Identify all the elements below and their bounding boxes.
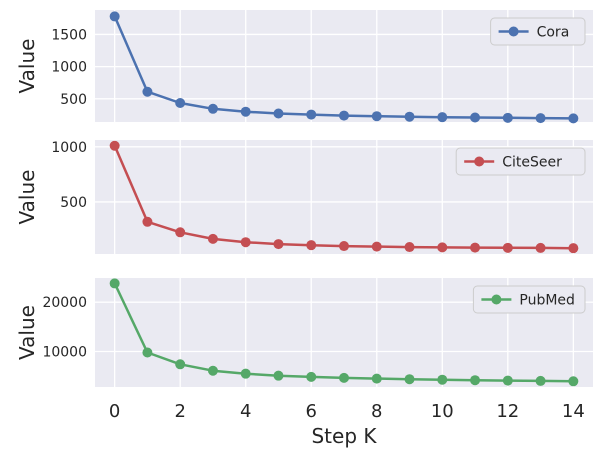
data-point	[502, 112, 513, 123]
x-axis-label: Step K	[311, 424, 377, 448]
x-tick-label: 6	[306, 401, 317, 422]
y-axis-label: Value	[15, 305, 39, 360]
subplot-2: 500 1000 Value CiteSeer	[15, 140, 593, 254]
data-point	[470, 112, 481, 123]
y-tick-label: 1500	[51, 27, 87, 43]
data-point	[109, 278, 120, 289]
data-point	[535, 113, 546, 124]
data-point	[240, 106, 251, 117]
data-point	[207, 103, 218, 114]
data-point	[207, 233, 218, 244]
data-point	[339, 241, 349, 252]
data-point	[371, 111, 382, 122]
data-point	[437, 242, 448, 253]
data-point	[535, 242, 546, 253]
data-point	[175, 359, 186, 370]
y-tick-label: 500	[60, 92, 87, 108]
data-point	[568, 113, 579, 124]
y-tick-label: 20000	[42, 295, 87, 311]
legend-marker	[508, 26, 519, 37]
data-point	[470, 375, 481, 386]
data-point	[339, 110, 349, 121]
data-point	[306, 240, 317, 251]
data-point	[404, 374, 415, 385]
data-point	[273, 108, 284, 119]
data-point	[306, 371, 317, 382]
legend-marker	[474, 156, 485, 167]
legend: Cora	[490, 17, 586, 46]
x-tick-label: 2	[174, 401, 185, 422]
y-tick-label: 1000	[51, 140, 87, 156]
data-point	[404, 242, 415, 253]
legend-label: CiteSeer	[502, 155, 562, 171]
data-point	[371, 241, 382, 252]
y-axis-label: Value	[15, 39, 39, 94]
legend-label: Cora	[537, 25, 570, 41]
data-point	[339, 372, 349, 383]
data-point	[175, 227, 186, 238]
data-point	[273, 239, 284, 250]
data-point	[306, 109, 317, 120]
data-point	[568, 376, 579, 387]
data-point	[175, 98, 186, 109]
data-point	[470, 242, 481, 253]
data-point	[568, 243, 579, 254]
x-tick-label: 0	[109, 401, 120, 422]
data-point	[371, 373, 382, 384]
legend-box	[455, 147, 586, 176]
data-point	[109, 140, 120, 151]
x-tick-label: 14	[562, 401, 585, 422]
legend-marker	[491, 294, 502, 305]
data-point	[207, 365, 218, 376]
subplot-1: 500 1000 1500 Value Cora	[15, 10, 593, 124]
data-point	[437, 374, 448, 385]
y-tick-label: 500	[60, 195, 87, 211]
data-point	[273, 370, 284, 381]
x-tick-label: 8	[371, 401, 382, 422]
x-tick-label: 10	[431, 401, 454, 422]
data-point	[404, 111, 415, 122]
x-tick-label: 12	[496, 401, 519, 422]
data-point	[437, 112, 448, 123]
data-point	[502, 375, 513, 386]
y-tick-label: 10000	[42, 344, 87, 360]
data-point	[142, 86, 153, 97]
data-point	[535, 375, 546, 386]
legend: PubMed	[472, 285, 586, 314]
data-point	[142, 347, 153, 358]
x-tick-label: 4	[240, 401, 251, 422]
data-point	[240, 368, 251, 379]
data-point	[142, 216, 153, 227]
data-point	[240, 237, 251, 248]
y-tick-label: 1000	[51, 60, 87, 76]
legend-box	[490, 17, 586, 46]
legend-box	[472, 285, 586, 314]
legend: CiteSeer	[455, 147, 586, 176]
y-axis-label: Value	[15, 170, 39, 225]
legend-label: PubMed	[519, 293, 575, 309]
data-point	[502, 242, 513, 253]
data-point	[109, 11, 120, 22]
